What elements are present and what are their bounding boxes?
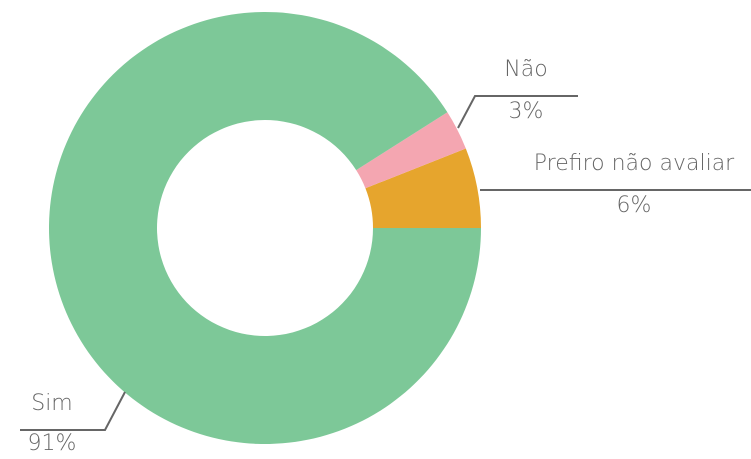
donut-slice <box>49 12 482 445</box>
donut-slice <box>356 112 466 189</box>
leader-line <box>20 391 126 431</box>
donut-slice <box>365 148 481 228</box>
slice-label: Sim <box>31 391 73 416</box>
slice-label: Não <box>504 57 547 82</box>
slice-value: 6% <box>617 193 652 218</box>
slice-label: Prefiro não avaliar <box>534 151 735 176</box>
slice-value: 91% <box>28 431 77 456</box>
leader-line <box>457 95 578 129</box>
slice-value: 3% <box>509 99 544 124</box>
